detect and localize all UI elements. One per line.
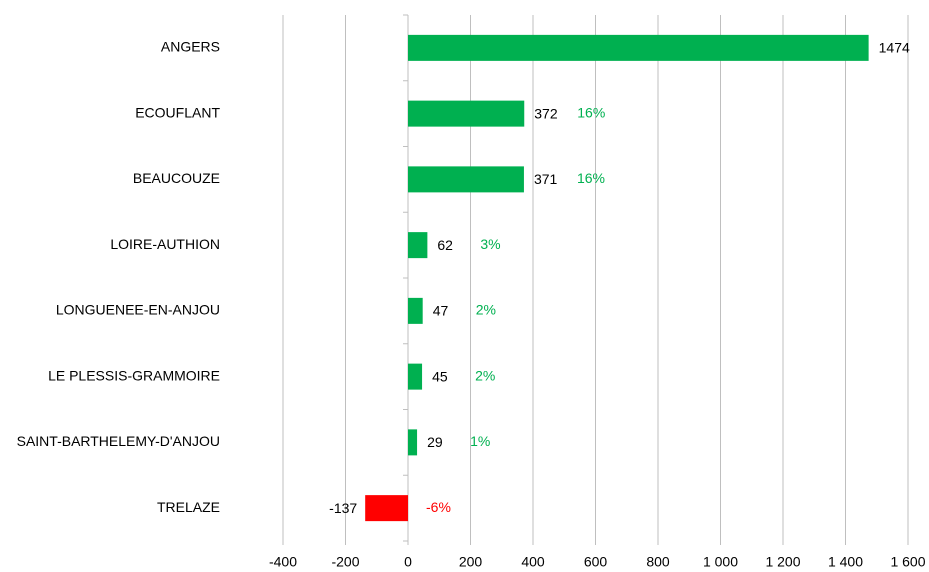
value-label: -137: [329, 500, 357, 516]
x-tick-label: 1 000: [703, 554, 738, 570]
share-label: 3%: [480, 236, 500, 252]
category-label: BEAUCOUZE: [133, 170, 220, 186]
bar: [408, 34, 869, 61]
category-label: LE PLESSIS-GRAMMOIRE: [48, 367, 220, 383]
value-label: 372: [534, 105, 558, 121]
category-label: LOIRE-AUTHION: [110, 236, 220, 252]
value-label: 47: [433, 303, 449, 319]
bar: [408, 429, 418, 456]
share-label: 1%: [470, 433, 490, 449]
share-label: 16%: [577, 104, 605, 120]
value-label: 45: [432, 368, 448, 384]
bar: [408, 297, 423, 324]
category-label: SAINT-BARTHELEMY-D'ANJOU: [17, 433, 220, 449]
bar: [365, 495, 408, 522]
value-label: 1474: [879, 40, 910, 56]
bar: [408, 232, 428, 259]
category-label: TRELAZE: [157, 499, 220, 515]
value-label: 29: [427, 434, 443, 450]
value-label: 62: [437, 237, 453, 253]
x-tick-label: -400: [269, 554, 297, 570]
x-tick-label: 1 600: [890, 554, 925, 570]
share-label: 16%: [577, 170, 605, 186]
share-label: 2%: [476, 302, 496, 318]
share-label: -6%: [426, 499, 451, 515]
value-label: 371: [534, 171, 558, 187]
x-tick-label: 1 200: [765, 554, 800, 570]
x-tick-label: -200: [331, 554, 359, 570]
x-tick-label: 200: [459, 554, 483, 570]
bar: [408, 100, 525, 127]
x-tick-label: 600: [584, 554, 608, 570]
bar: [408, 166, 524, 193]
share-label: 2%: [475, 367, 495, 383]
x-tick-label: 400: [521, 554, 545, 570]
category-label: ANGERS: [161, 39, 220, 55]
x-tick-label: 800: [646, 554, 670, 570]
category-label: ECOUFLANT: [135, 104, 220, 120]
bar: [408, 363, 423, 390]
x-tick-label: 1 400: [828, 554, 863, 570]
category-label: LONGUENEE-EN-ANJOU: [56, 302, 220, 318]
x-tick-label: 0: [404, 554, 412, 570]
